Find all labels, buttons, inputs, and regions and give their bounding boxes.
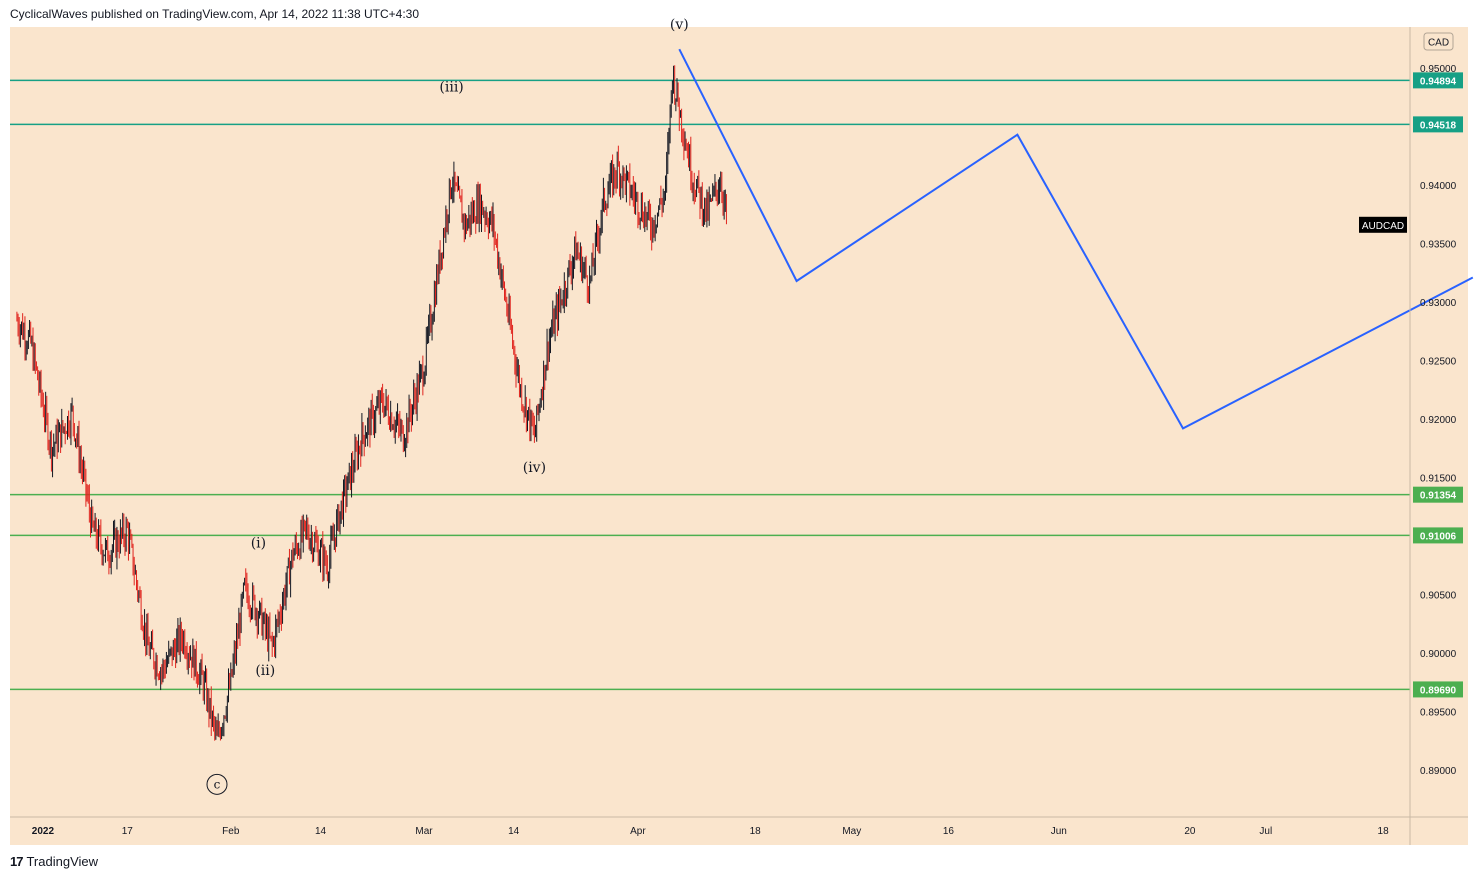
x-tick-1: 17 (122, 826, 134, 837)
price-axis[interactable]: 0.94894 0.94518 0.91354 0.91006 0.89690 0.890… (1413, 64, 1463, 777)
projection-line (678, 48, 1474, 430)
y-tick-3: 0.90500 (1420, 591, 1457, 602)
x-tick-6: Apr (630, 826, 646, 837)
candles (16, 65, 727, 741)
x-tick-11: 20 (1184, 826, 1196, 837)
level-tag-label-2: 0.91354 (1420, 491, 1457, 502)
wave-label-4: (ii) (255, 663, 275, 679)
y-tick-5: 0.92000 (1420, 415, 1457, 426)
time-axis[interactable]: 2022 17 Feb 14 Mar 14 Apr 18 May 16 Jun 20 Jul 18 (32, 826, 1389, 837)
currency-label: CAD (1428, 38, 1449, 49)
symbol-label: AUDCAD (1362, 221, 1404, 232)
wave-label-3: (i) (251, 536, 266, 552)
level-tag-label-1: 0.94518 (1420, 120, 1457, 131)
level-tag-label-3: 0.91006 (1420, 531, 1457, 542)
tradingview-logo-icon: 17 (10, 854, 24, 869)
level-tag-4 (1413, 681, 1463, 698)
projection-path (678, 48, 1474, 430)
y-tick-1: 0.89500 (1420, 708, 1457, 719)
level-tag-1 (1413, 116, 1463, 133)
tradingview-logo[interactable]: 17 TradingView (10, 854, 98, 869)
level-lines (10, 79, 1410, 691)
level-tag-2 (1413, 486, 1463, 503)
wave-circle (206, 773, 228, 795)
wave-labels: (v) (iii) (iv) (i) (ii) c (206, 17, 689, 795)
brand-name: TradingView (26, 854, 99, 869)
x-tick-12: Jul (1259, 826, 1272, 837)
x-tick-4: Mar (415, 826, 433, 837)
x-tick-2: Feb (222, 826, 240, 837)
y-tick-8: 0.93500 (1420, 240, 1457, 251)
y-tick-4: 0.91500 (1420, 474, 1457, 485)
x-tick-8: May (842, 826, 861, 837)
x-tick-5: 14 (508, 826, 520, 837)
chart-background (10, 27, 1468, 845)
publisher-caption: CyclicalWaves published on TradingView.c… (10, 7, 420, 21)
currency-badge: CAD (1423, 32, 1454, 51)
x-tick-10: Jun (1051, 826, 1067, 837)
level-tag-label-4: 0.89690 (1420, 685, 1457, 696)
wave-circle-label: c (214, 777, 221, 791)
x-tick-9: 16 (943, 826, 955, 837)
y-tick-9: 0.94000 (1420, 181, 1457, 192)
x-tick-13: 18 (1378, 826, 1390, 837)
wave-label-0: (v) (670, 17, 689, 33)
y-tick-10: 0.95000 (1420, 64, 1457, 75)
x-tick-3: 14 (315, 826, 327, 837)
y-tick-6: 0.92500 (1420, 357, 1457, 368)
symbol-tag: AUDCAD (1359, 216, 1407, 233)
x-tick-7: 18 (750, 826, 762, 837)
y-tick-2: 0.90000 (1420, 649, 1457, 660)
wave-label-2: (iv) (523, 460, 546, 476)
y-tick-7: 0.93000 (1420, 298, 1457, 309)
level-tag-label-0: 0.94894 (1420, 76, 1457, 87)
level-tag-3 (1413, 527, 1463, 544)
wave-label-1: (iii) (439, 79, 463, 95)
y-tick-0: 0.89000 (1420, 766, 1457, 777)
x-tick-0: 2022 (32, 826, 55, 837)
level-tag-0 (1413, 72, 1463, 89)
